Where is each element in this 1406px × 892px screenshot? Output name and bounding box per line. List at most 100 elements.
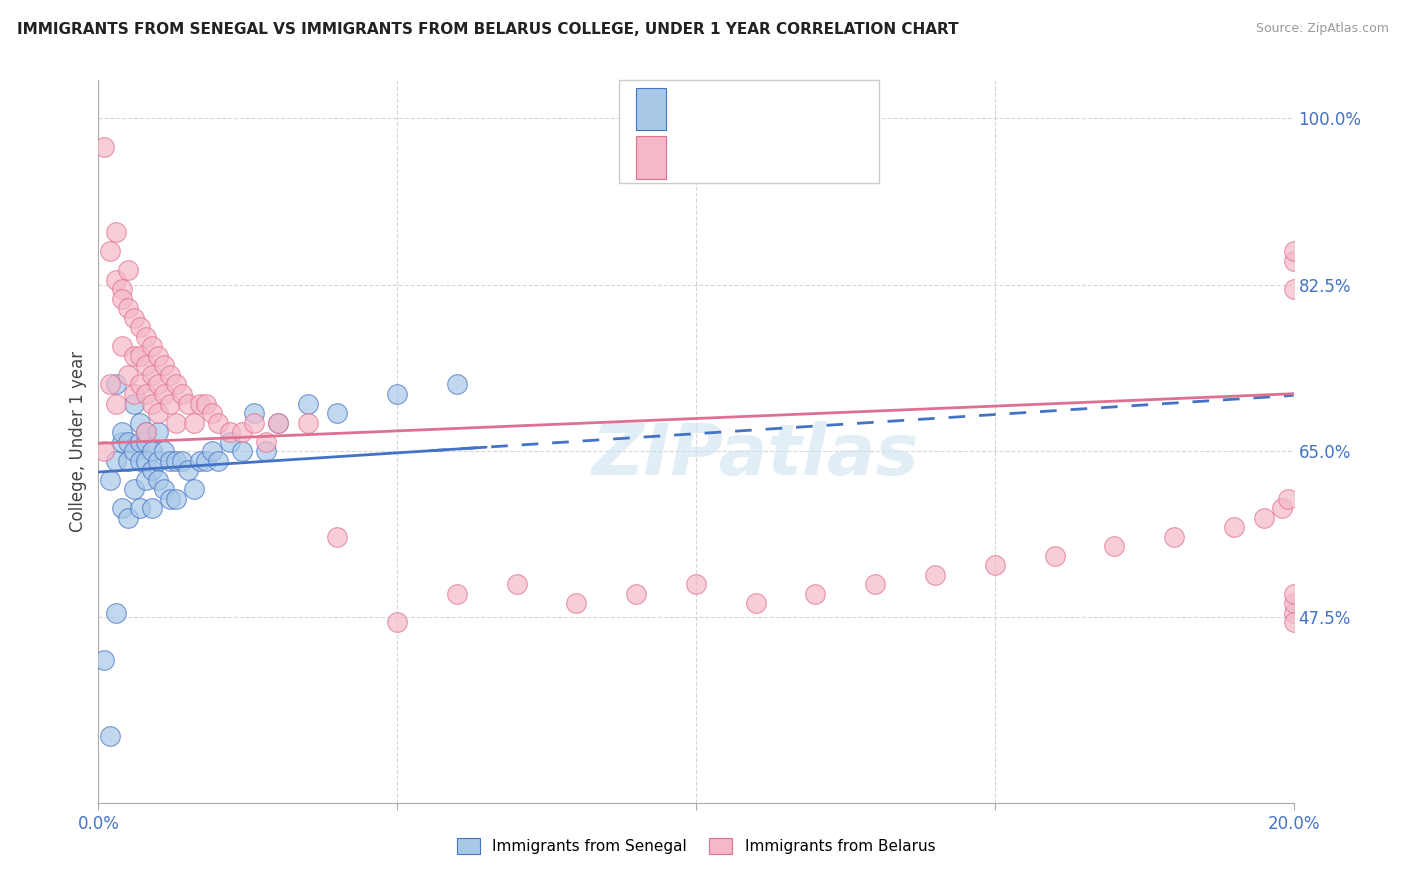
Point [231, 425, 253, 439]
Point [385, 387, 409, 401]
Point [124, 387, 146, 401]
Point [124, 310, 146, 325]
Point [93, 653, 115, 667]
Point [1282, 615, 1305, 630]
Point [153, 482, 176, 496]
Point [1282, 606, 1305, 620]
Point [172, 387, 194, 401]
Point [153, 444, 176, 458]
Point [148, 349, 170, 363]
Point [446, 587, 468, 601]
Point [1223, 520, 1246, 534]
Point [195, 453, 218, 467]
Point [129, 434, 152, 449]
Point [165, 453, 187, 467]
Point [207, 453, 229, 467]
Text: R =: R = [681, 100, 717, 118]
Point [297, 416, 319, 430]
Point [93, 444, 115, 458]
Point [165, 416, 187, 430]
Point [188, 396, 211, 410]
Point [124, 349, 146, 363]
Point [93, 140, 115, 154]
Point [201, 444, 224, 458]
Point [129, 501, 152, 516]
Point [135, 387, 157, 401]
Point [865, 577, 887, 591]
Point [188, 453, 211, 467]
Point [153, 359, 176, 373]
Point [243, 406, 266, 420]
Point [141, 463, 163, 477]
Point [267, 416, 290, 430]
Point [745, 596, 768, 610]
Point [111, 292, 134, 306]
Point [148, 453, 170, 467]
Point [195, 396, 218, 410]
Point [148, 473, 170, 487]
Point [165, 377, 187, 392]
Point [153, 387, 176, 401]
Point [98, 473, 122, 487]
Point [177, 396, 200, 410]
Point [141, 396, 163, 410]
Text: 0.076: 0.076 [720, 100, 772, 118]
Point [1271, 501, 1294, 516]
Point [98, 729, 122, 743]
Point [117, 368, 139, 382]
Point [129, 416, 152, 430]
Point [141, 444, 163, 458]
Point [1282, 596, 1305, 610]
Point [165, 491, 187, 506]
Point [98, 377, 122, 392]
Point [506, 577, 529, 591]
Point [148, 406, 170, 420]
Point [254, 434, 277, 449]
Point [135, 453, 157, 467]
Point [98, 244, 122, 259]
Text: 74: 74 [807, 148, 831, 166]
Point [129, 349, 152, 363]
Point [326, 406, 349, 420]
Point [148, 377, 170, 392]
Point [124, 482, 146, 496]
Point [177, 463, 200, 477]
Point [254, 444, 277, 458]
Point [924, 567, 946, 582]
Point [117, 510, 139, 524]
Text: N =: N = [762, 100, 810, 118]
Point [172, 453, 194, 467]
Text: IMMIGRANTS FROM SENEGAL VS IMMIGRANTS FROM BELARUS COLLEGE, UNDER 1 YEAR CORRELA: IMMIGRANTS FROM SENEGAL VS IMMIGRANTS FR… [17, 22, 959, 37]
Point [111, 501, 134, 516]
Point [124, 396, 146, 410]
Point [135, 425, 157, 439]
Point [105, 273, 128, 287]
Point [565, 596, 588, 610]
Text: 51: 51 [807, 100, 830, 118]
Point [219, 425, 242, 439]
Point [105, 453, 128, 467]
Point [117, 434, 139, 449]
Point [326, 530, 349, 544]
Point [243, 416, 266, 430]
Point [446, 377, 468, 392]
Point [117, 263, 139, 277]
Point [1163, 530, 1185, 544]
Point [111, 282, 134, 296]
Text: N =: N = [762, 148, 810, 166]
Point [105, 377, 128, 392]
Point [159, 368, 181, 382]
Point [159, 396, 181, 410]
Point [201, 406, 224, 420]
Point [129, 377, 152, 392]
Point [141, 368, 163, 382]
Point [141, 339, 163, 353]
Text: Source: ZipAtlas.com: Source: ZipAtlas.com [1256, 22, 1389, 36]
Point [626, 587, 648, 601]
Point [183, 416, 205, 430]
Point [129, 320, 152, 334]
Point [1253, 510, 1275, 524]
Point [159, 491, 181, 506]
Point [984, 558, 1007, 573]
Point [1282, 244, 1305, 259]
